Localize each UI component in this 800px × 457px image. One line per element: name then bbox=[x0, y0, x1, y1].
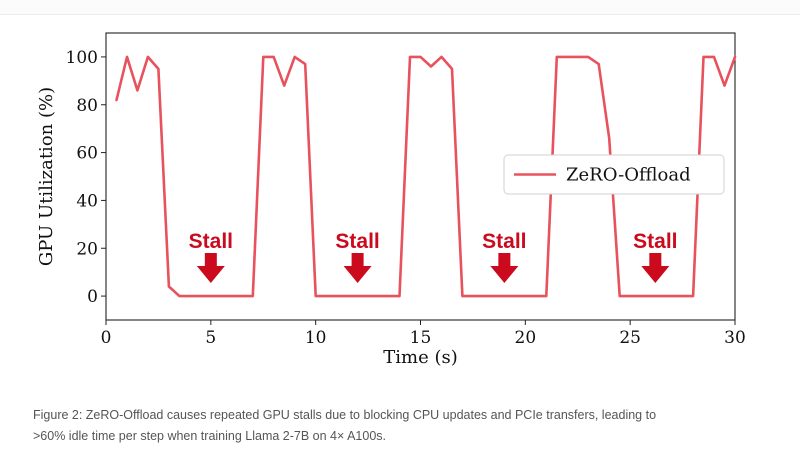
down-arrow-icon bbox=[490, 253, 519, 283]
x-tick-label: 15 bbox=[410, 328, 432, 348]
stall-label: Stall bbox=[335, 230, 379, 253]
y-tick-label: 40 bbox=[76, 191, 98, 211]
y-tick-label: 0 bbox=[87, 287, 98, 307]
down-arrow-icon bbox=[196, 253, 225, 283]
y-tick-label: 20 bbox=[76, 239, 98, 259]
legend-label: ZeRO-Offload bbox=[566, 165, 691, 186]
chart: 0 5 10 15 20 25 30 0 20 40 60 80 100 Time (s) GPU Util… bbox=[36, 32, 746, 368]
x-tick-label: 5 bbox=[205, 328, 216, 348]
x-tick-label: 20 bbox=[515, 328, 537, 348]
down-arrow-icon bbox=[343, 253, 372, 283]
down-arrow-icon bbox=[641, 253, 670, 283]
caption-line-2: >60% idle time per step when training Ll… bbox=[33, 429, 386, 443]
top-rule bbox=[0, 0, 800, 15]
caption-line-1: Figure 2: ZeRO-Offload causes repeated G… bbox=[33, 408, 657, 422]
stall-label: Stall bbox=[633, 230, 677, 253]
figure-caption: Figure 2: ZeRO-Offload causes repeated G… bbox=[33, 405, 778, 447]
stall-label: Stall bbox=[482, 230, 526, 253]
stall-label: Stall bbox=[189, 230, 233, 253]
y-axis-label: GPU Utilization (%) bbox=[36, 87, 57, 266]
y-tick-label: 60 bbox=[76, 144, 98, 164]
legend-box bbox=[503, 154, 725, 195]
series-line bbox=[115, 55, 737, 298]
x-tick-label: 25 bbox=[619, 328, 641, 348]
x-tick-label: 10 bbox=[305, 328, 327, 348]
y-tick-label: 100 bbox=[66, 48, 98, 68]
x-tick-label: 0 bbox=[101, 328, 112, 348]
x-axis-label: Time (s) bbox=[383, 347, 458, 368]
y-tick-label: 80 bbox=[76, 96, 98, 116]
x-tick-label: 30 bbox=[724, 328, 746, 348]
